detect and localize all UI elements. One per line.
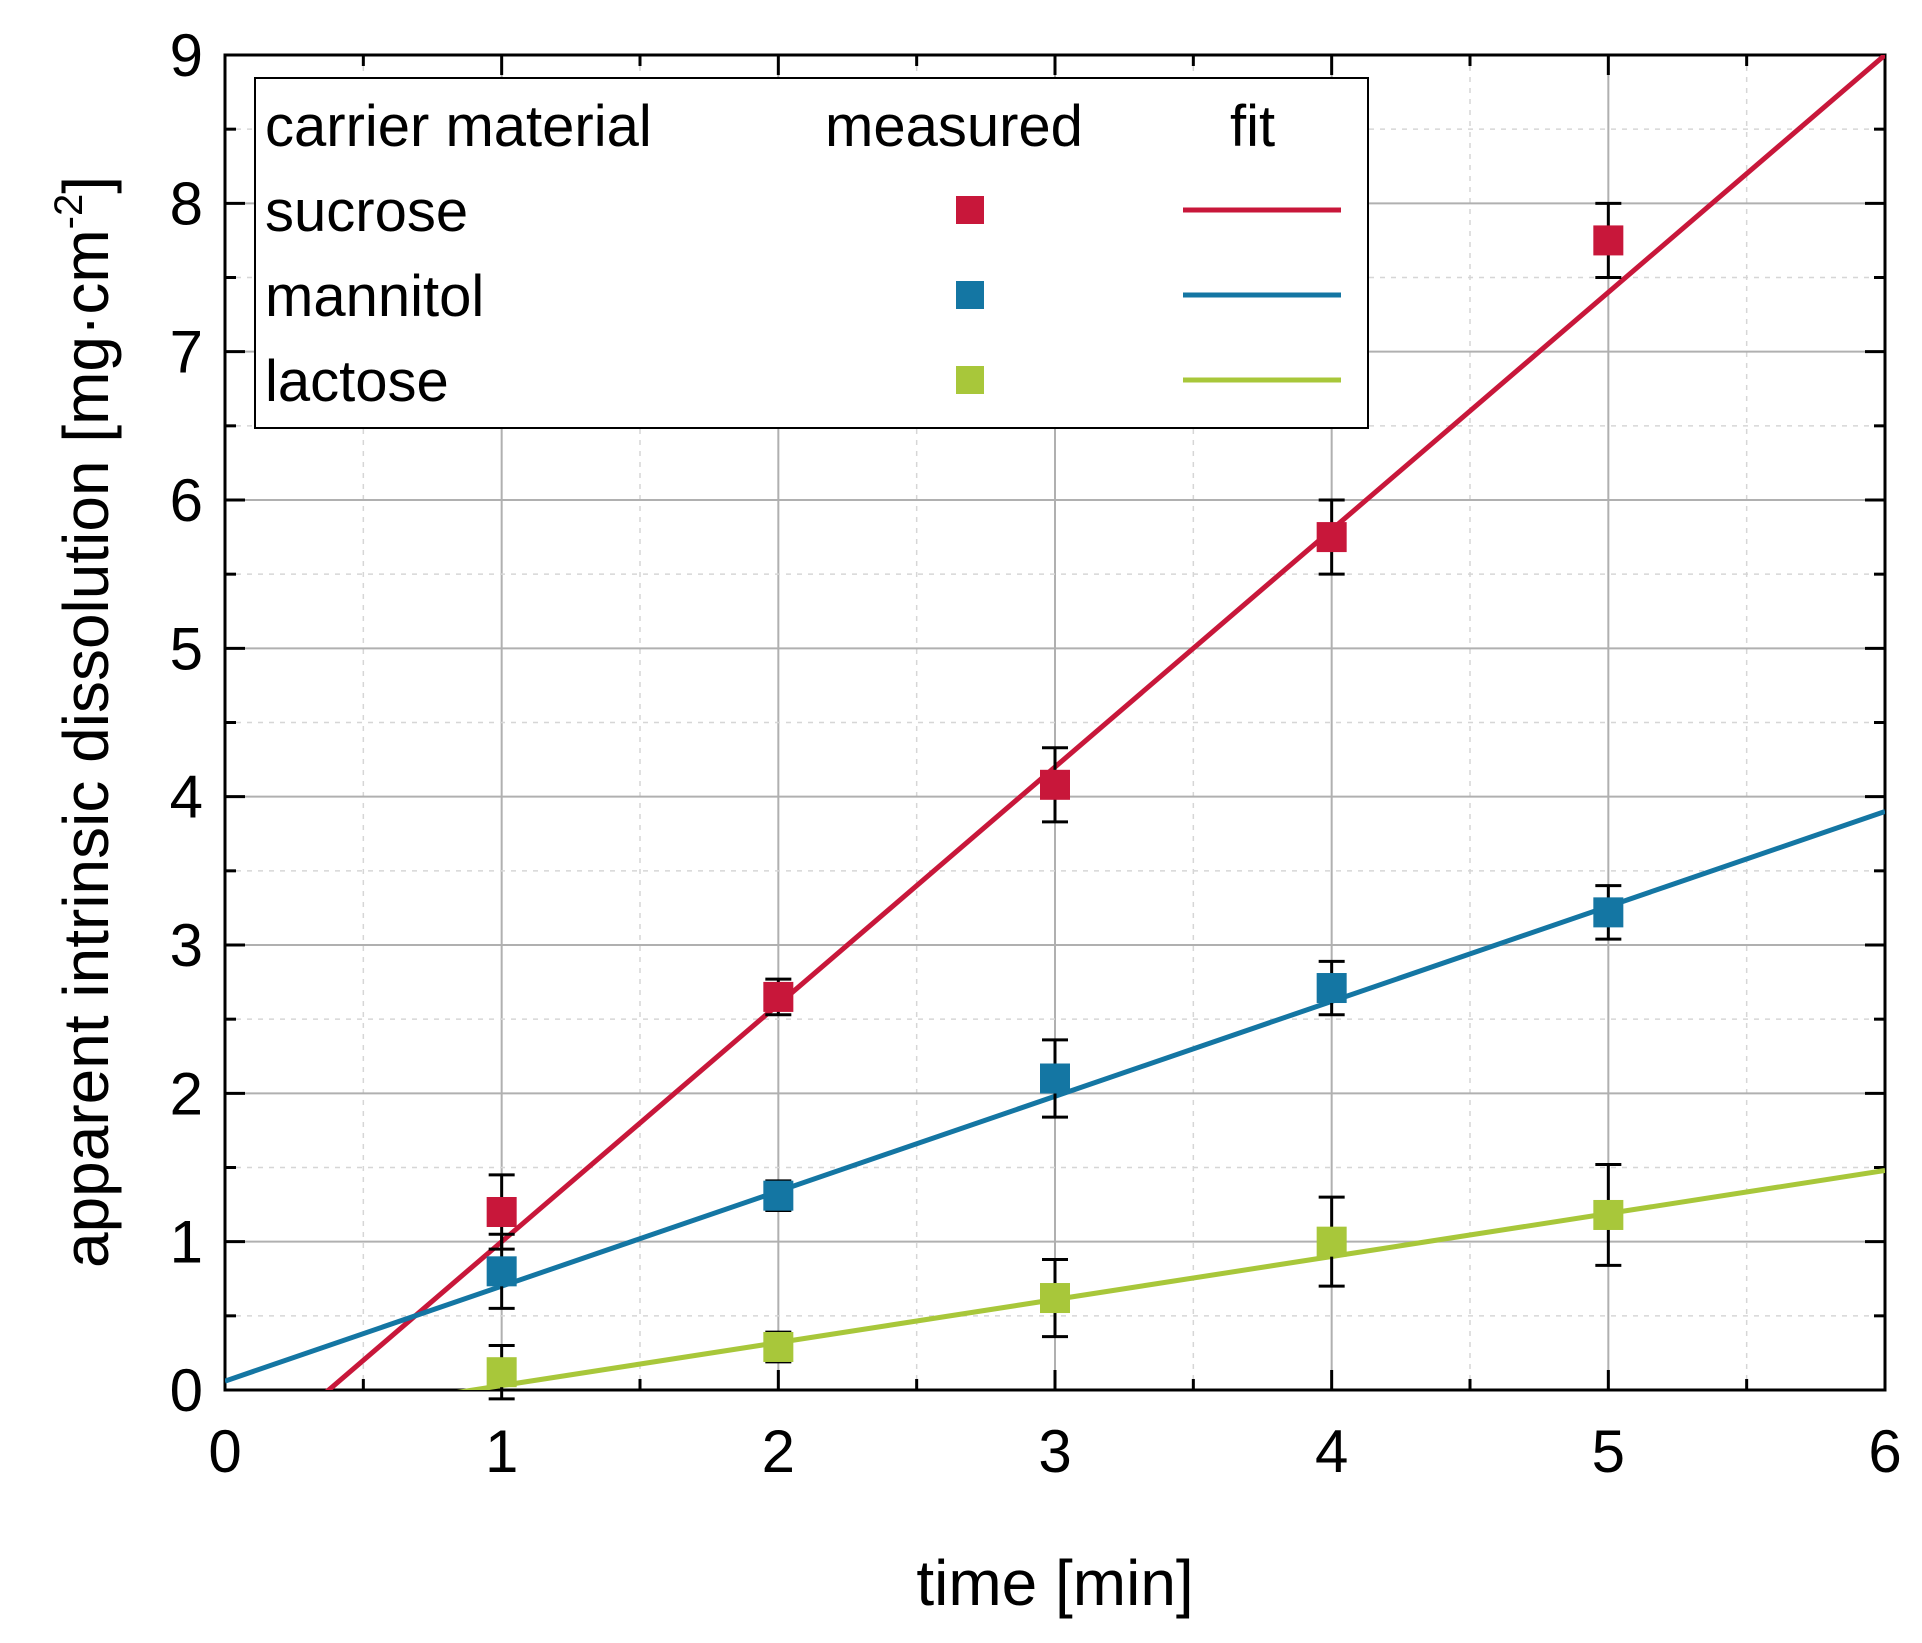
data-point-mannitol: [486, 1256, 517, 1287]
y-tick-label: 7: [170, 319, 203, 386]
data-point-mannitol: [1316, 973, 1347, 1004]
x-tick-labels: 0 1 2 3 4 5 6: [208, 1418, 1901, 1485]
y-tick-label: 8: [170, 170, 203, 237]
data-point-lactose: [1593, 1199, 1624, 1230]
y-tick-label: 2: [170, 1060, 203, 1127]
legend-header-measured: measured: [825, 94, 1083, 159]
legend-marker-sucrose: [956, 196, 984, 224]
y-axis-title-main: apparent intrinsic dissolution [mg·cm: [50, 229, 122, 1268]
legend-label-mannitol: mannitol: [265, 264, 484, 329]
x-tick-label: 0: [208, 1418, 241, 1485]
x-tick-label: 1: [485, 1418, 518, 1485]
y-axis-title-exponent: -2: [47, 194, 91, 230]
x-tick-label: 2: [762, 1418, 795, 1485]
legend-label-sucrose: sucrose: [265, 179, 468, 244]
data-point-mannitol: [1040, 1063, 1070, 1094]
y-tick-label: 3: [170, 912, 203, 979]
legend-header-fit: fit: [1230, 94, 1275, 159]
legend-marker-lactose: [956, 366, 984, 394]
legend: carrier material measured fit sucrose ma…: [254, 77, 1369, 429]
y-tick-label: 6: [170, 467, 203, 534]
y-tick-label: 5: [170, 615, 203, 682]
axis-ticks: [223, 53, 1887, 1392]
data-point-lactose: [1316, 1226, 1347, 1257]
data-point-lactose: [486, 1357, 517, 1388]
y-tick-label: 1: [170, 1209, 203, 1276]
y-axis-title-close: ]: [50, 176, 122, 194]
y-tick-label: 0: [170, 1357, 203, 1424]
x-axis-title: time [min]: [916, 1547, 1193, 1619]
y-tick-label: 4: [170, 764, 203, 831]
x-tick-label: 5: [1592, 1418, 1625, 1485]
data-point-sucrose: [486, 1197, 517, 1227]
y-axis-title: apparent intrinsic dissolution [mg·cm-2]: [47, 176, 122, 1268]
x-tick-label: 3: [1038, 1418, 1071, 1485]
x-tick-label: 6: [1868, 1418, 1901, 1485]
data-point-sucrose: [1316, 522, 1347, 553]
y-tick-label: 9: [170, 22, 203, 89]
data-point-lactose: [763, 1331, 794, 1362]
y-tick-labels: 0 1 2 3 4 5 6 7 8 9: [170, 22, 203, 1424]
data-markers: [486, 225, 1624, 1388]
data-point-sucrose: [1040, 769, 1070, 800]
data-point-mannitol: [763, 1180, 794, 1211]
legend-marker-mannitol: [956, 281, 984, 309]
legend-header-material: carrier material: [265, 94, 652, 159]
legend-label-lactose: lactose: [265, 349, 449, 414]
data-point-sucrose: [763, 981, 794, 1012]
data-point-sucrose: [1593, 225, 1624, 256]
x-tick-label: 4: [1315, 1418, 1348, 1485]
data-point-lactose: [1040, 1283, 1070, 1314]
legend-box: [254, 77, 1369, 429]
data-point-mannitol: [1593, 897, 1624, 928]
